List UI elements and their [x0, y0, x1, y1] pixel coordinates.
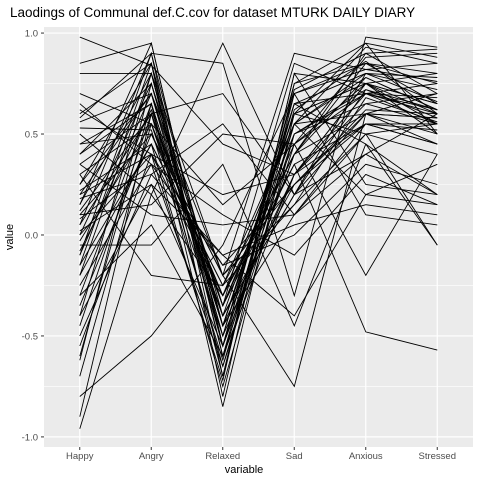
- series-line: [79, 123, 438, 286]
- x-axis-ticks: Happy Angry Relaxed Sad Anxious Stressed: [66, 447, 456, 462]
- series-line: [79, 52, 438, 277]
- y-axis-ticks: 1.0 0.5 0.0 -0.5 -1.0: [22, 29, 44, 443]
- series-line: [79, 71, 438, 328]
- y-tick-label: 0.5: [25, 130, 38, 141]
- series-line: [79, 36, 438, 175]
- series-line: [79, 42, 438, 318]
- series-line: [79, 93, 438, 226]
- series-line: [79, 92, 438, 397]
- series-line: [79, 89, 438, 317]
- chart-title: Laodings of Communal def.C.cov for datas…: [10, 5, 415, 20]
- series-line: [79, 52, 438, 206]
- series-line: [79, 93, 438, 297]
- series-line: [79, 42, 438, 397]
- series-line: [79, 36, 438, 298]
- series-line: [79, 52, 438, 348]
- series-line: [79, 103, 438, 267]
- x-tick-label: Happy: [66, 451, 94, 462]
- y-tick-label: -1.0: [22, 432, 38, 443]
- x-tick-label: Relaxed: [205, 451, 240, 462]
- x-tick-label: Anxious: [349, 451, 383, 462]
- series-line: [79, 103, 438, 358]
- series-line: [79, 76, 438, 417]
- x-axis-title: variable: [225, 464, 264, 476]
- plot-panel: [44, 27, 473, 447]
- y-axis-title: value: [4, 224, 16, 250]
- x-tick-label: Sad: [286, 451, 303, 462]
- series-line: [79, 103, 438, 389]
- series-line: [79, 42, 438, 196]
- x-tick-label: Angry: [139, 451, 164, 462]
- series-line: [79, 62, 438, 377]
- series-lines: [79, 36, 438, 429]
- y-tick-label: 1.0: [25, 29, 38, 40]
- series-line: [79, 163, 438, 337]
- series-line: [79, 71, 438, 358]
- x-tick-label: Stressed: [419, 451, 457, 462]
- major-gridlines: [44, 27, 473, 447]
- y-tick-label: 0.0: [25, 230, 38, 241]
- y-tick-label: -0.5: [22, 331, 38, 342]
